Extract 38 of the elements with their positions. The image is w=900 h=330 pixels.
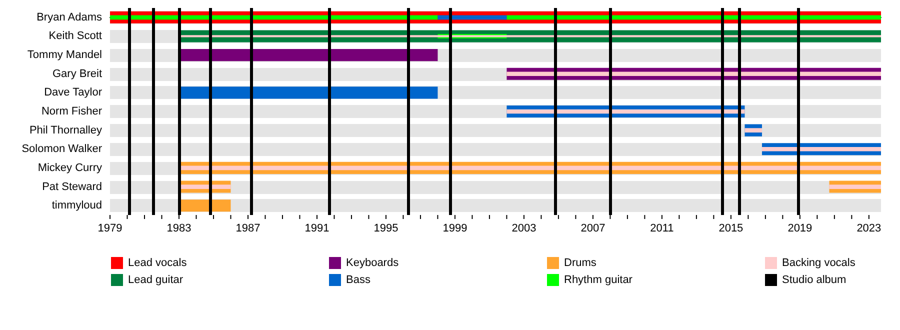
y-tick-label: Mickey Curry <box>38 162 102 174</box>
legend-label: Studio album <box>782 274 846 286</box>
bar <box>438 15 507 20</box>
y-tick-label: Pat Steward <box>42 180 102 193</box>
x-tick-label: 1995 <box>374 222 398 234</box>
legend-label: Lead vocals <box>128 257 188 269</box>
y-tick-label: Solomon Walker <box>22 143 102 156</box>
x-tick-label: 1991 <box>304 222 330 234</box>
x-tick-label: 2023 <box>856 222 882 234</box>
y-tick-label: Dave Taylor <box>44 86 102 99</box>
bar <box>110 15 438 20</box>
bar <box>829 184 881 189</box>
x-tick-label: 2011 <box>650 222 674 234</box>
bar <box>506 15 881 20</box>
x-tick-label: 1983 <box>166 222 192 234</box>
x-tick-label: 1979 <box>98 222 122 234</box>
x-tick-label: 1987 <box>236 222 260 234</box>
y-tick-label: Keith Scott <box>48 30 102 42</box>
legend-label: Bass <box>346 274 371 286</box>
bar <box>506 72 881 76</box>
y-tick-label: Tommy Mandel <box>27 49 102 62</box>
x-tick-label: 2003 <box>512 222 536 234</box>
y-tick-label: Norm Fisher <box>41 106 102 118</box>
legend-label: Drums <box>564 257 597 269</box>
y-tick-label: Gary Breit <box>52 68 102 80</box>
y-tick-label: Phil Thornalley <box>29 124 102 136</box>
bar <box>744 128 762 132</box>
x-tick-label: 2019 <box>788 222 812 234</box>
x-tick-label: 2007 <box>580 222 606 234</box>
x-tick-label: 1999 <box>442 222 468 234</box>
legend-label: Keyboards <box>346 257 400 269</box>
legend-label: Rhythm guitar <box>564 274 633 286</box>
legend-label: Backing vocals <box>782 257 856 269</box>
bar <box>762 146 881 152</box>
x-tick-label: 2015 <box>718 222 744 234</box>
y-tick-label: Bryan Adams <box>36 11 102 24</box>
legend-label: Lead guitar <box>128 274 184 286</box>
y-tick-label: timmyloud <box>52 200 102 212</box>
